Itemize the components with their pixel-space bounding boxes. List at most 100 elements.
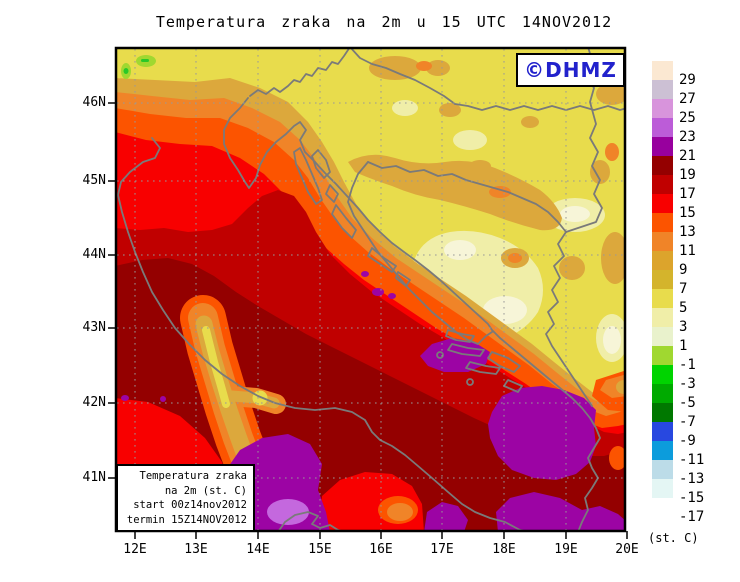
legend-swatch [652,251,673,270]
legend-entry: 17 [652,175,738,202]
legend-swatch [652,498,673,517]
legend-label: 27 [679,91,696,107]
lat-label: 43N [82,320,106,335]
legend-label: 25 [679,110,696,126]
drina-border [545,231,593,407]
lon-label: 14E [246,542,270,557]
lat-label: 42N [82,395,106,410]
lon-label: 20E [615,542,639,557]
legend-entry: -15 [652,479,738,506]
legend-swatch [652,270,673,289]
legend-label: 21 [679,148,696,164]
legend-swatch [652,403,673,422]
legend-swatch [652,441,673,460]
lon-label: 16E [369,542,393,557]
dhmz-watermark-text: ©DHMZ [524,58,617,82]
legend-entry: 19 [652,156,738,183]
temperature-field [116,48,625,531]
island-vis [436,351,444,359]
legend-label: 7 [679,281,688,297]
legend-label: 9 [679,262,688,278]
lat-label: 41N [82,470,106,485]
legend-swatch [652,118,673,137]
legend-entry: -9 [652,422,738,449]
legend-label: 23 [679,129,696,145]
map-frame [114,46,627,533]
legend-swatch [652,365,673,384]
lon-label: 19E [554,542,578,557]
legend-entry: -13 [652,460,738,487]
legend-label: 15 [679,205,696,221]
legend-swatch [652,384,673,403]
legend-entry: -11 [652,441,738,468]
legend-entry: 3 [652,308,738,335]
legend-swatch [652,137,673,156]
legend-swatch [652,156,673,175]
info-line-2: na 2m (st. C) [164,484,247,497]
legend-entry: 7 [652,270,738,297]
legend-entry: 9 [652,251,738,278]
lon-label: 12E [123,542,147,557]
legend-label: 19 [679,167,696,183]
info-box: Temperatura zraka na 2m (st. C) start 00… [116,464,255,532]
alpine-cold-spots [121,55,156,79]
lat-label: 46N [82,95,106,110]
lon-label: 18E [492,542,516,557]
legend-label: -7 [679,414,696,430]
naples-coast [277,511,344,531]
lon-label: 13E [184,542,208,557]
info-line-1: Temperatura zraka [139,470,247,482]
legend-swatch [652,460,673,479]
legend-label: 17 [679,186,696,202]
lat-label: 45N [82,173,106,188]
island-korcula [465,361,501,375]
lon-label: 15E [308,542,332,557]
istria-croatia-coast [223,97,601,531]
slovenia-border [249,48,351,97]
legend-label: 29 [679,72,696,88]
peljesac-peninsula [487,351,521,373]
legend-entry: -1 [652,346,738,373]
legend-unit-label: (st. C) [648,531,699,545]
legend-label: 1 [679,338,688,354]
legend-swatch [652,213,673,232]
dhmz-watermark-box: ©DHMZ [516,53,625,87]
island-mljet [503,379,523,393]
island-pag [331,204,357,239]
legend-label: -9 [679,433,696,449]
legend-swatch [652,232,673,251]
legend-entry: 29 [652,61,738,88]
legend-entry: 5 [652,289,738,316]
legend: 29 27 25 23 21 19 17 15 13 11 9 7 5 3 1 -1 -3 -5 -7 -9 -11 -1… [652,61,738,525]
legend-swatch [652,346,673,365]
legend-label: -1 [679,357,696,373]
legend-label: 13 [679,224,696,240]
legend-swatch [652,99,673,118]
legend-swatch [652,61,673,80]
legend-swatch [652,308,673,327]
coastlines-borders [116,48,625,531]
lat-label: 44N [82,247,106,262]
legend-label: -17 [679,509,705,525]
una-border [347,161,493,345]
legend-entry: -7 [652,403,738,430]
legend-entry: 21 [652,137,738,164]
legend-entry: 23 [652,118,738,145]
legend-entry: 15 [652,194,738,221]
hungary-border [349,48,625,111]
legend-swatch [652,289,673,308]
legend-swatch [652,422,673,441]
island-lastovo [466,378,474,386]
island-brac [445,329,475,343]
island-rab [325,184,339,203]
info-line-3: start 00z14nov2012 [133,499,247,511]
temperature-map [108,46,628,539]
legend-entry: -3 [652,365,738,392]
legend-label: -3 [679,376,696,392]
legend-label: -11 [679,452,705,468]
legend-swatch [652,175,673,194]
legend-entry: 27 [652,80,738,107]
legend-entry: 1 [652,327,738,354]
island-cres [293,147,323,205]
